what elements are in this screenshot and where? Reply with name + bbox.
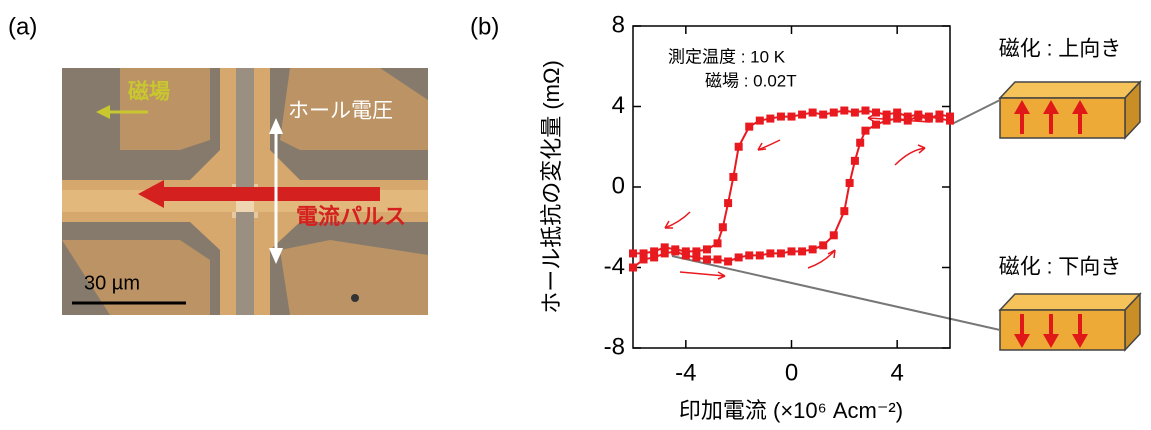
inset-label: 磁化 : 下向き [999,256,1122,279]
data-point [682,251,690,259]
figure: (a) 磁場 ホール電圧 電流パルス 30 µm 磁化 : 上向き 磁化 : 下… [0,0,1151,430]
data-point [629,249,637,257]
inset-label: 磁化 : 上向き [999,38,1122,61]
data-point [883,117,891,125]
panel-label: (a) [8,13,37,40]
data-point [777,113,785,121]
x-tick-label: 0 [785,359,798,386]
data-point [788,113,796,121]
data-point [719,223,727,231]
scale-bar-label: 30 µm [84,272,140,294]
y-tick-label: 4 [612,92,625,119]
data-point [946,113,954,121]
data-point [872,109,880,117]
data-point [830,109,838,117]
data-point [904,117,912,125]
data-point [856,139,864,147]
panel-label: (b) [470,13,499,40]
data-point [756,117,764,125]
data-point [640,255,648,263]
data-point [830,231,838,239]
data-point [724,199,732,207]
x-axis-label: 印加電流 (×10⁶ Acm⁻²) [679,398,903,423]
data-point [714,255,722,263]
data-point [788,247,796,255]
y-tick-label: -4 [604,253,625,280]
data-point [714,239,722,247]
data-point [861,127,869,135]
data-point [629,264,637,272]
data-point [851,109,859,117]
data-point [692,253,700,261]
data-point [798,247,806,255]
data-point [851,157,859,165]
data-point [729,173,737,181]
y-axis-label: ホール抵抗の変化量 (mΩ) [539,60,564,314]
data-point [756,251,764,259]
data-point [893,115,901,123]
data-point [819,241,827,249]
data-point [766,249,774,257]
x-tick-label: -4 [675,359,696,386]
x-tick-label: 4 [890,359,903,386]
data-point [661,249,669,257]
page: (a) 磁場 ホール電圧 電流パルス 30 µm 磁化 : 上向き 磁化 : 下… [0,0,1151,430]
y-tick-label: 8 [612,11,625,38]
data-point [703,245,711,253]
annotation: 磁場 : 0.02T [705,71,797,90]
data-point [766,115,774,123]
data-point [671,247,679,255]
connector [952,100,1000,124]
data-point [745,251,753,259]
data-point [724,257,732,265]
data-point [809,109,817,117]
data-point [935,111,943,119]
current-pulse-label: 電流パルス [296,204,406,229]
data-point [872,121,880,129]
field-label: 磁場 [128,80,170,104]
data-point [925,115,933,123]
y-tick-label: -8 [604,333,625,360]
data-point [914,113,922,121]
data-point [809,245,817,253]
series-line [633,115,950,268]
data-point [650,253,658,261]
sweep-arrows [665,114,930,279]
data-point [819,111,827,119]
data-point [861,107,869,115]
y-tick-label: 0 [612,172,625,199]
data-point [703,255,711,263]
data-point [745,123,753,131]
series-line [633,111,950,254]
data-point [840,107,848,115]
data-point [840,207,848,215]
data-point [777,249,785,257]
data-point [735,253,743,261]
annotation: 測定温度 : 10 K [668,47,786,66]
data-point [735,143,743,151]
data-point [846,179,854,187]
connector [672,256,1000,330]
hall-voltage-label: ホール電圧 [288,100,393,123]
data-point [798,111,806,119]
